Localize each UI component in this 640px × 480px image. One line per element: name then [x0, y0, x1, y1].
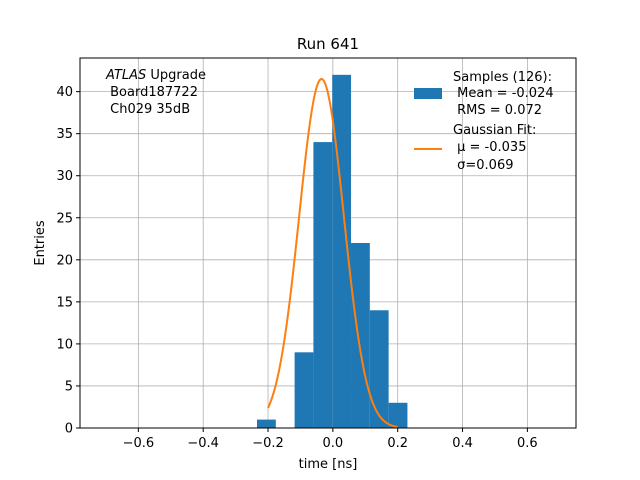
y-tick-label: 5 — [65, 379, 73, 394]
gaussian-fit — [267, 78, 398, 428]
y-axis-label: Entries — [33, 220, 48, 266]
annotation-line-1: ATLAS Upgrade — [105, 68, 206, 83]
histogram-bars — [257, 74, 408, 429]
histogram-bar — [294, 352, 314, 428]
x-tick-label: 0.0 — [323, 436, 344, 451]
y-tick-label: 20 — [56, 253, 73, 268]
legend-samples-line-3: RMS = 0.072 — [453, 103, 542, 118]
legend-samples-line-1: Samples (126): — [453, 70, 552, 85]
y-tick-label: 40 — [56, 85, 73, 100]
fit-curve — [267, 78, 398, 428]
y-tick-label: 0 — [65, 422, 73, 437]
x-tick-label: −0.6 — [123, 436, 155, 451]
x-tick-label: 0.6 — [517, 436, 538, 451]
histogram-bar — [351, 243, 370, 428]
y-tick-label: 25 — [56, 211, 73, 226]
histogram-bar — [369, 310, 389, 428]
legend-samples-swatch — [414, 88, 442, 99]
plot-frame — [79, 57, 577, 429]
legend-fit-line-2: μ = -0.035 — [453, 140, 526, 155]
y-tick-label: 10 — [56, 337, 73, 352]
histogram-bar — [332, 74, 352, 429]
legend-fit-line-1: Gaussian Fit: — [453, 123, 536, 138]
legend: Samples (126): Mean = -0.024 RMS = 0.072… — [414, 70, 554, 173]
histogram-bar — [388, 402, 408, 428]
annotation-line-2: Board187722 — [106, 85, 198, 100]
legend-samples-line-2: Mean = -0.024 — [453, 86, 554, 101]
histogram-bar — [313, 142, 333, 428]
x-tick-label: −0.2 — [252, 436, 284, 451]
x-tick-label: 0.2 — [387, 436, 408, 451]
annotation-atlas: ATLAS — [105, 68, 146, 83]
x-axis-ticks: −0.6 −0.4 −0.2 0.0 0.2 0.4 0.6 — [123, 428, 538, 451]
y-axis-ticks: 0 5 10 15 20 25 30 35 40 — [56, 85, 80, 437]
y-tick-label: 35 — [56, 127, 73, 142]
y-tick-label: 30 — [56, 169, 73, 184]
legend-fit-line-3: σ=0.069 — [453, 158, 513, 173]
histogram-bar — [257, 419, 276, 428]
annotation-line-3: Ch029 35dB — [106, 102, 190, 117]
annotation-upgrade: Upgrade — [146, 68, 206, 83]
atlas-annotation: ATLAS Upgrade Board187722 Ch029 35dB — [105, 68, 206, 117]
x-tick-label: −0.4 — [187, 436, 219, 451]
x-axis-label: time [ns] — [299, 457, 358, 472]
chart-title: Run 641 — [297, 35, 359, 53]
x-tick-label: 0.4 — [452, 436, 473, 451]
y-tick-label: 15 — [56, 295, 73, 310]
